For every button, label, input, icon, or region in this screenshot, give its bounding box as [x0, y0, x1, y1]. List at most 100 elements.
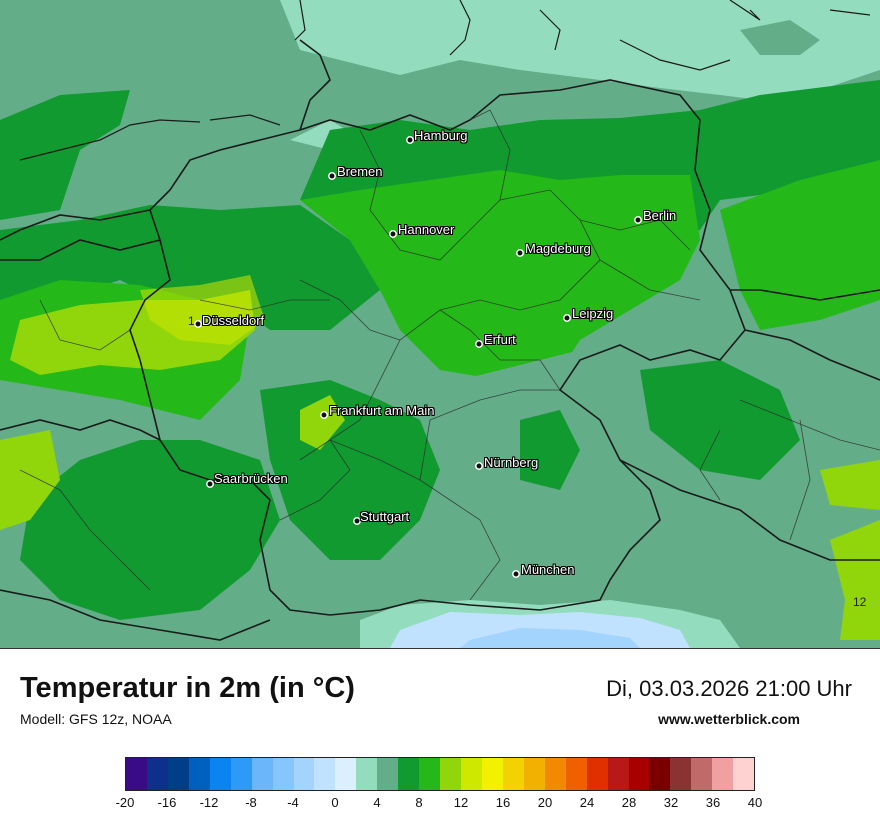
legend-tick-label: 0	[331, 795, 339, 810]
city-marker	[512, 570, 520, 578]
temp-zone-8-10	[300, 170, 700, 380]
legend-tick-label: 12	[453, 795, 469, 810]
temp-zone-10-12	[820, 460, 880, 510]
temp-zone-6-8	[0, 205, 380, 330]
city-marker	[328, 172, 336, 180]
city-marker	[475, 462, 483, 470]
city-marker	[194, 320, 202, 328]
legend-swatch	[440, 758, 461, 790]
legend-swatch	[230, 758, 252, 790]
legend-swatch	[712, 758, 734, 790]
city-label: Düsseldorf	[202, 313, 265, 328]
legend-swatch	[377, 758, 399, 790]
legend-tick-label: 24	[579, 795, 595, 810]
model-info: Modell: GFS 12z, NOAA	[20, 711, 172, 727]
legend-swatch	[272, 758, 294, 790]
city-label: Stuttgart	[360, 509, 410, 524]
legend-tick-label: 8	[415, 795, 423, 810]
temp-zone-12-14	[140, 275, 265, 345]
temp-zone-10-12	[0, 430, 60, 530]
temp-zone-10-12	[830, 520, 880, 640]
country-borders	[0, 39, 880, 641]
temp-zone-6-8	[640, 360, 800, 480]
temp-zone-2-4	[0, 0, 880, 100]
legend-swatch	[733, 758, 755, 790]
city-label: Berlin	[643, 208, 677, 223]
city-marker	[634, 216, 642, 224]
city-marker	[563, 314, 571, 322]
legend-swatch	[544, 758, 566, 790]
legend-swatch	[335, 758, 357, 790]
legend-swatch	[419, 758, 441, 790]
legend-swatch	[461, 758, 482, 790]
legend-tick-label: 40	[747, 795, 763, 810]
legend-swatch	[167, 758, 189, 790]
temp-zone-6-8	[520, 410, 580, 490]
temperature-map: Hamburg Bremen Hannover Berlin Magdeburg Düss…	[0, 0, 880, 649]
city-label: Saarbrücken	[214, 471, 288, 486]
forecast-datetime: Di, 03.03.2026 21:00 Uhr	[606, 676, 852, 701]
legend-swatch	[126, 758, 147, 790]
legend-swatch	[691, 758, 713, 790]
city-label: Bremen	[337, 164, 383, 179]
city-markers	[194, 136, 642, 578]
city-label: Nürnberg	[484, 455, 539, 470]
city-label: Erfurt	[484, 332, 516, 347]
isotherm-label: 12	[853, 595, 867, 609]
temperature-map-canvas	[0, 0, 880, 648]
legend-tick-label: -4	[287, 795, 299, 810]
legend-tick-label: 28	[621, 795, 637, 810]
legend-tick-label: 4	[373, 795, 381, 810]
temp-zone-10-12	[300, 395, 345, 450]
city-marker	[475, 340, 483, 348]
legend-swatch	[251, 758, 273, 790]
color-legend: -20 -16 -12 -8 -4 0 4 8 12 16 20 24 28 32 36 40	[116, 757, 762, 810]
city-marker	[389, 230, 397, 238]
coastline	[19, 0, 871, 161]
legend-swatch	[565, 758, 587, 790]
temp-zone-8-10	[720, 160, 880, 330]
legend-swatch	[670, 758, 692, 790]
legend-tick-label: 36	[705, 795, 721, 810]
city-marker	[406, 136, 414, 144]
map-title: Temperatur in 2m (in °C)	[20, 672, 355, 704]
isotherm-label: 1	[188, 314, 195, 328]
legend-swatch	[481, 758, 503, 790]
legend-swatch	[293, 758, 315, 790]
legend-tick-label: 20	[537, 795, 553, 810]
temp-zone-minus2-0	[460, 628, 640, 648]
legend-swatch	[314, 758, 336, 790]
city-label: München	[521, 562, 575, 577]
city-marker	[206, 480, 214, 488]
legend-swatch	[523, 758, 545, 790]
city-marker	[516, 249, 524, 257]
website-link[interactable]: www.wetterblick.com	[658, 711, 800, 727]
legend-swatch	[607, 758, 629, 790]
legend-tick-label: -20	[115, 795, 135, 810]
temp-zone-4-6	[740, 20, 820, 55]
city-marker	[320, 411, 328, 419]
legend-tick-label: 32	[663, 795, 679, 810]
legend-swatch	[209, 758, 231, 790]
legend-color-bar	[125, 757, 755, 791]
temp-zone-6-8	[300, 80, 880, 250]
legend-tick-label: -8	[245, 795, 257, 810]
legend-swatch	[398, 758, 420, 790]
legend-swatch	[146, 758, 168, 790]
legend-swatch	[356, 758, 378, 790]
city-label: Magdeburg	[525, 241, 591, 256]
city-label: Frankfurt am Main	[329, 403, 435, 418]
state-borders	[19, 109, 880, 601]
legend-tick-label: -16	[157, 795, 177, 810]
legend-swatch	[649, 758, 671, 790]
city-label: Hamburg	[414, 128, 468, 143]
temp-zone-6-8	[20, 440, 280, 620]
legend-swatch	[502, 758, 524, 790]
city-label: Hannover	[398, 222, 455, 237]
city-marker	[353, 517, 361, 525]
legend-swatch	[628, 758, 650, 790]
legend-tick-label: 16	[495, 795, 511, 810]
legend-swatch	[586, 758, 608, 790]
legend-swatch	[188, 758, 210, 790]
temp-zone-6-8	[0, 90, 130, 220]
